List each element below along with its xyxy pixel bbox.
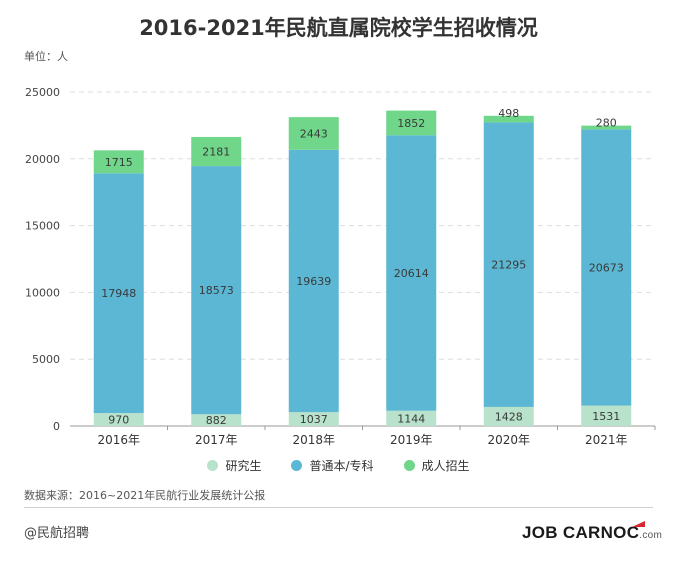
bar-segment — [93, 413, 144, 426]
chart-title: 2016-2021年民航直属院校学生招收情况 — [139, 16, 538, 40]
data-label: 2181 — [202, 146, 230, 159]
bar-segment — [191, 414, 242, 426]
bar-segment — [288, 117, 339, 150]
data-label: 2443 — [300, 127, 328, 140]
y-tick-label: 10000 — [25, 286, 60, 299]
y-tick-label: 25000 — [25, 86, 60, 99]
stacked-bar-chart: 0 5000 10000 15000 20000 25000 970 17948 1715 88… — [25, 86, 656, 447]
data-labels: 970 17948 1715 882 18573 2181 1037 19639 2443 114… — [101, 107, 624, 427]
bar-segment — [93, 173, 144, 414]
y-tick-label: 15000 — [25, 220, 60, 233]
bar-segment — [386, 410, 437, 426]
brand-logo-text: JOB CARNOC — [522, 523, 640, 542]
bar-segment — [191, 136, 242, 167]
y-tick-label: 5000 — [32, 353, 60, 366]
data-label: 20614 — [394, 267, 429, 280]
data-label: 18573 — [199, 284, 234, 297]
brand-logo-mark — [632, 521, 645, 527]
data-label: 20673 — [589, 261, 624, 274]
x-tick-label: 2021年 — [585, 433, 628, 447]
bar-stacks — [93, 110, 632, 426]
legend-item-adult[interactable]: 成人招生 — [403, 457, 470, 474]
y-tick-label: 0 — [53, 420, 60, 433]
data-label: 498 — [498, 107, 519, 120]
brand-logo: JOB CARNOC.com — [522, 521, 663, 543]
footer-divider — [24, 507, 653, 508]
legend-item-graduate[interactable]: 研究生 — [207, 457, 261, 474]
data-label: 21295 — [491, 259, 526, 272]
legend-item-undergraduate[interactable]: 普通本/专科 — [291, 457, 374, 474]
data-label: 1428 — [495, 410, 523, 423]
legend-swatch-undergraduate — [291, 460, 303, 471]
bar-segment — [483, 406, 534, 426]
bar-segment — [581, 129, 632, 406]
data-label: 1715 — [105, 156, 133, 169]
bar-segment — [93, 150, 144, 174]
bar-segment — [483, 122, 534, 407]
brand-logo-suffix: .com — [639, 530, 663, 541]
data-label: 17948 — [101, 287, 136, 300]
bar-segment — [581, 405, 632, 426]
data-source-note: 数据来源：2016~2021年民航行业发展统计公报 — [24, 489, 266, 502]
x-tick-label: 2016年 — [97, 433, 140, 447]
bar-segment — [483, 115, 534, 123]
x-tick-label: 2019年 — [390, 433, 433, 447]
unit-label: 单位：人 — [24, 50, 68, 63]
x-tick-label: 2017年 — [195, 433, 238, 447]
bar-segment — [386, 110, 437, 136]
legend-swatch-graduate — [207, 460, 219, 471]
data-label: 1037 — [300, 413, 328, 426]
data-label: 1144 — [397, 412, 425, 425]
data-label: 1852 — [397, 117, 425, 130]
grid-lines — [70, 91, 655, 360]
legend-label-graduate: 研究生 — [225, 459, 262, 473]
bar-segment — [191, 166, 242, 415]
watermark-text: @民航招聘 — [24, 526, 90, 541]
bar-segment — [288, 149, 339, 413]
x-tick-label: 2020年 — [487, 433, 530, 447]
data-label: 19639 — [296, 275, 331, 288]
bar-segment — [386, 135, 437, 411]
legend-swatch-adult — [403, 460, 415, 471]
data-label: 882 — [206, 414, 227, 427]
data-label: 970 — [108, 414, 129, 427]
bar-segment — [288, 412, 339, 426]
bar-segment — [581, 125, 632, 130]
data-label: 1531 — [592, 410, 620, 423]
x-axis: 2016年 2017年 2018年 2019年 2020年 2021年 — [97, 426, 656, 447]
y-tick-label: 20000 — [25, 153, 60, 166]
data-label: 280 — [596, 117, 617, 130]
legend-label-adult: 成人招生 — [421, 459, 470, 473]
legend: 研究生 普通本/专科 成人招生 — [0, 457, 677, 474]
legend-label-undergraduate: 普通本/专科 — [309, 459, 374, 473]
x-tick-label: 2018年 — [292, 433, 335, 447]
